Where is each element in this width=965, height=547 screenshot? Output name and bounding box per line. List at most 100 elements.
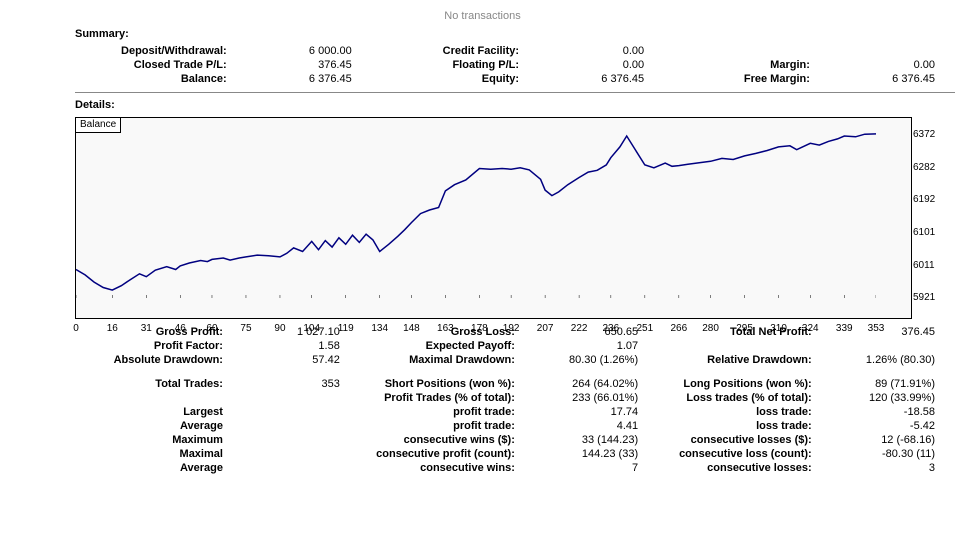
- stat-label: [75, 391, 227, 405]
- x-tick: 16: [107, 323, 118, 334]
- stat-label: profit trade:: [360, 405, 519, 419]
- stat-label: Average: [75, 419, 227, 433]
- summary-value: 376.45: [231, 58, 372, 72]
- x-tick: 163: [437, 323, 454, 334]
- y-tick: 6101: [913, 227, 947, 238]
- x-tick: 280: [702, 323, 719, 334]
- x-tick: 104: [303, 323, 320, 334]
- stat-value: 144.23 (33): [519, 447, 658, 461]
- stat-value: -80.30 (11): [816, 447, 955, 461]
- y-tick: 6372: [913, 129, 947, 140]
- stat-label: loss trade:: [658, 405, 816, 419]
- stat-label: Loss trades (% of total):: [658, 391, 816, 405]
- summary-value: 6 000.00: [231, 44, 372, 58]
- stat-label: Relative Drawdown:: [658, 353, 816, 367]
- x-tick: 75: [240, 323, 251, 334]
- summary-label: Free Margin:: [664, 72, 814, 86]
- summary-value: 0.00: [523, 58, 664, 72]
- stat-label: consecutive wins:: [360, 461, 519, 475]
- summary-label: Closed Trade P/L:: [75, 58, 231, 72]
- x-tick: 60: [206, 323, 217, 334]
- stat-value: [227, 433, 360, 447]
- y-tick: 6192: [913, 194, 947, 205]
- y-tick: 6282: [913, 162, 947, 173]
- summary-label: Equity:: [372, 72, 523, 86]
- x-tick: 310: [770, 323, 787, 334]
- x-tick: 0: [73, 323, 79, 334]
- stat-value: 89 (71.91%): [816, 377, 955, 391]
- stat-label: profit trade:: [360, 419, 519, 433]
- summary-value: 0.00: [523, 44, 664, 58]
- summary-value: 6 376.45: [814, 72, 955, 86]
- summary-value: 6 376.45: [231, 72, 372, 86]
- x-tick: 251: [636, 323, 653, 334]
- stat-label: Short Positions (won %):: [360, 377, 519, 391]
- stat-label: consecutive profit (count):: [360, 447, 519, 461]
- stat-label: Expected Payoff:: [360, 339, 519, 353]
- x-tick: 134: [371, 323, 388, 334]
- x-tick: 90: [274, 323, 285, 334]
- stat-value: 264 (64.02%): [519, 377, 658, 391]
- stat-value: 12 (-68.16): [816, 433, 955, 447]
- summary-label: Margin:: [664, 58, 814, 72]
- x-tick: 236: [603, 323, 620, 334]
- stat-value: 1.26% (80.30): [816, 353, 955, 367]
- x-tick: 353: [868, 323, 885, 334]
- stats-table: Gross Profit:1 027.10Gross Loss:650.65To…: [75, 325, 955, 475]
- stat-value: 1.58: [227, 339, 360, 353]
- x-tick: 324: [802, 323, 819, 334]
- divider: [75, 92, 955, 93]
- summary-value: [814, 44, 955, 58]
- x-tick: 266: [670, 323, 687, 334]
- stat-label: Absolute Drawdown:: [75, 353, 227, 367]
- x-tick: 207: [537, 323, 554, 334]
- balance-line: [76, 134, 876, 290]
- summary-title: Summary:: [75, 28, 945, 40]
- summary-table: Deposit/Withdrawal:6 000.00Credit Facili…: [75, 44, 955, 86]
- stat-label: Maximum: [75, 433, 227, 447]
- stat-label: Maximal: [75, 447, 227, 461]
- stat-label: loss trade:: [658, 419, 816, 433]
- stat-value: 17.74: [519, 405, 658, 419]
- stat-label: consecutive losses:: [658, 461, 816, 475]
- stat-label: Profit Factor:: [75, 339, 227, 353]
- stat-value: 3: [816, 461, 955, 475]
- stat-label: Maximal Drawdown:: [360, 353, 519, 367]
- chart-svg: [76, 118, 876, 298]
- stat-value: [227, 405, 360, 419]
- stat-label: consecutive wins ($):: [360, 433, 519, 447]
- x-tick: 178: [471, 323, 488, 334]
- stat-value: 233 (66.01%): [519, 391, 658, 405]
- stat-value: 4.41: [519, 419, 658, 433]
- stat-value: 80.30 (1.26%): [519, 353, 658, 367]
- stat-label: Profit Trades (% of total):: [360, 391, 519, 405]
- x-tick: 339: [836, 323, 853, 334]
- stat-label: consecutive loss (count):: [658, 447, 816, 461]
- stat-value: [816, 339, 955, 353]
- stat-value: 120 (33.99%): [816, 391, 955, 405]
- x-tick: 192: [503, 323, 520, 334]
- stat-label: Total Trades:: [75, 377, 227, 391]
- summary-label: Balance:: [75, 72, 231, 86]
- x-tick: 31: [141, 323, 152, 334]
- stat-value: -5.42: [816, 419, 955, 433]
- stat-value: [227, 419, 360, 433]
- summary-label: [664, 44, 814, 58]
- stat-value: 57.42: [227, 353, 360, 367]
- x-tick: 46: [175, 323, 186, 334]
- stat-label: consecutive losses ($):: [658, 433, 816, 447]
- y-tick: 5921: [913, 292, 947, 303]
- stat-value: 33 (144.23): [519, 433, 658, 447]
- summary-label: Floating P/L:: [372, 58, 523, 72]
- x-tick: 119: [338, 323, 354, 334]
- stat-label: Largest: [75, 405, 227, 419]
- summary-label: Deposit/Withdrawal:: [75, 44, 231, 58]
- stat-label: [658, 339, 816, 353]
- details-title: Details:: [75, 99, 945, 111]
- stat-label: Long Positions (won %):: [658, 377, 816, 391]
- x-tick: 148: [403, 323, 420, 334]
- stat-value: [227, 447, 360, 461]
- stat-value: -18.58: [816, 405, 955, 419]
- summary-value: 0.00: [814, 58, 955, 72]
- header-faded: No transactions: [20, 10, 945, 22]
